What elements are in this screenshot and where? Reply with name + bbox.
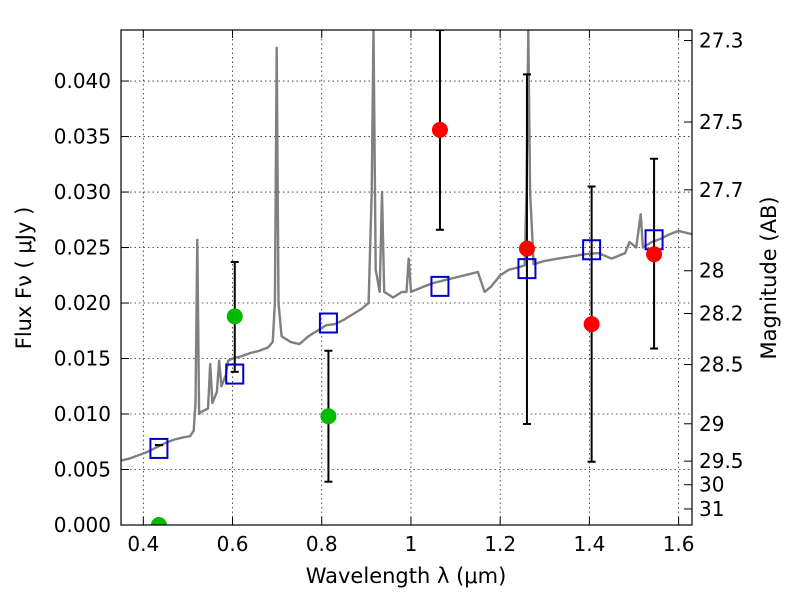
model-point — [225, 363, 245, 385]
model-point — [517, 258, 537, 280]
template-spectrum-line — [121, 30, 692, 462]
mag-tick-label: 29 — [699, 412, 724, 436]
grid — [121, 30, 692, 526]
model-point — [318, 312, 338, 334]
y-tick-label: 0.040 — [54, 69, 111, 93]
y-tick-label: 0.020 — [54, 291, 111, 315]
x-tick-label: 1.4 — [573, 532, 605, 556]
model-point — [149, 437, 169, 459]
mag-tick-label: 31 — [699, 497, 724, 521]
observed-point-green — [320, 408, 337, 425]
observed-point-red — [431, 121, 448, 138]
x-tick-label: 0.6 — [217, 532, 249, 556]
mag-tick-label: 28.2 — [699, 302, 744, 326]
y-tick-label: 0.005 — [54, 458, 111, 482]
mag-tick-label: 28 — [699, 259, 724, 283]
model-points — [149, 229, 664, 459]
mag-tick-label: 28.5 — [699, 353, 744, 377]
mag-tick-label: 29.5 — [699, 449, 744, 473]
observed-point-green — [226, 308, 243, 325]
model-point — [430, 275, 450, 297]
y-tick-label: 0.010 — [54, 402, 111, 426]
observed-points — [150, 121, 663, 525]
axis-ticks — [121, 30, 692, 526]
mag-tick-label: 27.5 — [699, 110, 744, 134]
mag-tick-label: 27.7 — [699, 178, 744, 202]
x-tick-label: 1.6 — [663, 532, 695, 556]
y-tick-label: 0.030 — [54, 180, 111, 204]
plot-area — [121, 30, 692, 525]
y-tick-label: 0.015 — [54, 347, 111, 371]
x-tick-label: 1 — [405, 532, 418, 556]
mag-tick-label: 30 — [699, 473, 724, 497]
model-point — [582, 239, 602, 261]
x-tick-label: 1.2 — [484, 532, 516, 556]
x-tick-label: 0.4 — [127, 532, 159, 556]
observed-point-red — [583, 316, 600, 333]
observed-point-red — [646, 246, 663, 263]
mag-tick-label: 27.3 — [699, 29, 744, 53]
tick-labels: 0.4 0.6 0.8 1 1.2 1.4 1.6 0.000 0.005 0.010 0.015 0… — [54, 29, 744, 556]
plot-frame — [120, 29, 693, 526]
y-tick-label: 0.000 — [54, 513, 111, 537]
y-tick-label: 0.035 — [54, 125, 111, 149]
right-axis-label: Magnitude (AB) — [757, 196, 781, 359]
observed-point-green — [150, 517, 167, 525]
y-axis-label: Flux Fν ( μJy ) — [12, 207, 36, 350]
observed-point-red — [518, 240, 535, 257]
x-axis-label: Wavelength λ (μm) — [306, 564, 507, 588]
y-tick-label: 0.025 — [54, 236, 111, 260]
x-tick-label: 0.8 — [306, 532, 338, 556]
